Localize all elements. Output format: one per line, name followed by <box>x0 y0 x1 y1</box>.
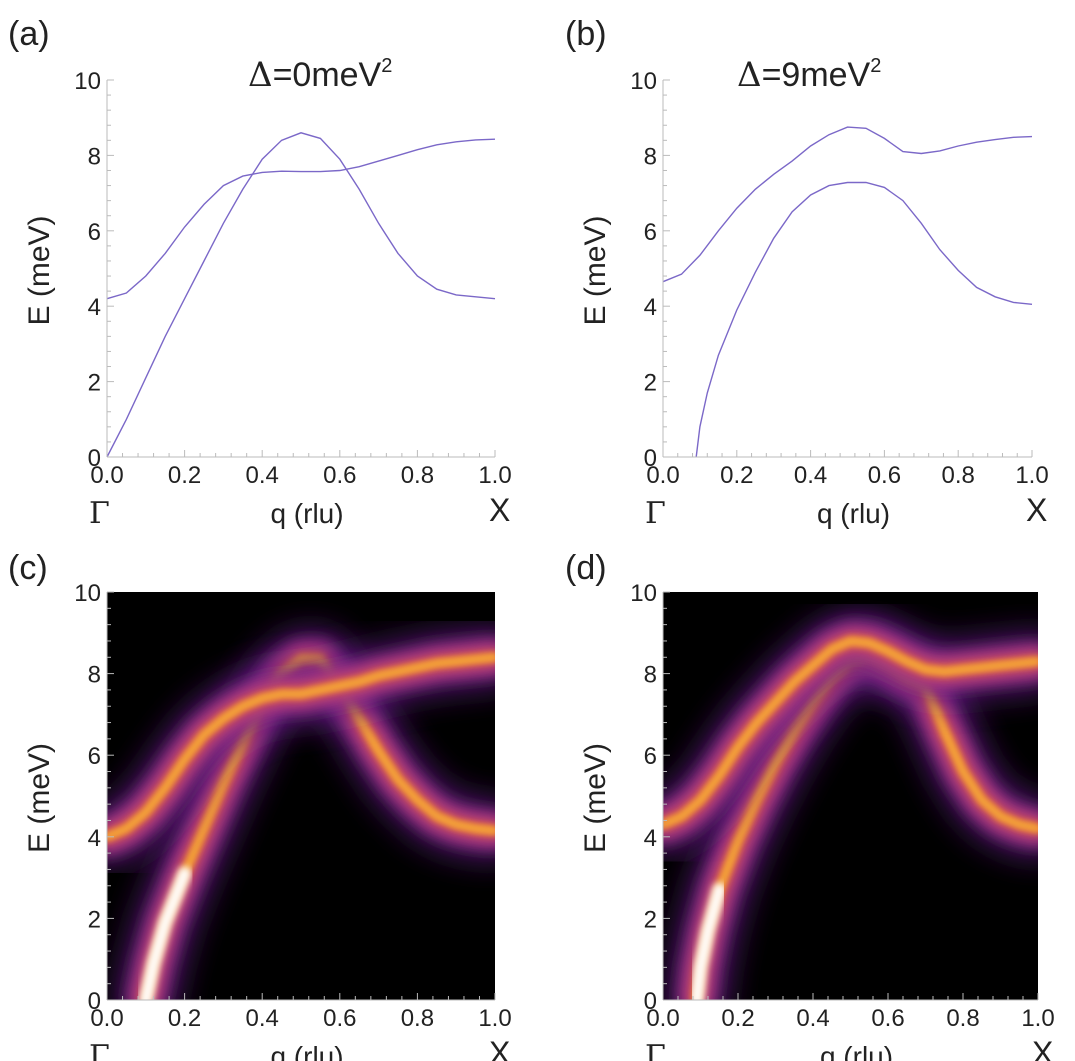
x-tick-label: 0.4 <box>794 462 827 489</box>
x-tick-label: 0.4 <box>246 1005 279 1032</box>
x-tick-label: 0.2 <box>721 1005 754 1032</box>
x-tick-label: 1.0 <box>1021 1005 1054 1032</box>
panel-d: (d) 0.0 0.2 0.4 0.6 0.8 1.0 0 2 4 6 8 10 q (rlu) E (me… <box>565 549 1055 1061</box>
panel-label: (d) <box>565 549 607 587</box>
x-tick-label: 0.0 <box>646 462 679 489</box>
y-tick-label: 4 <box>644 294 657 321</box>
band-hotspot <box>138 866 192 1000</box>
x-tick-label: 0.2 <box>168 1005 201 1032</box>
heatmap <box>107 592 495 1000</box>
x-tick-label: 0.8 <box>942 462 975 489</box>
band-hotspot <box>689 882 727 1000</box>
x-tick-label: 0.6 <box>323 1005 356 1032</box>
x-tick-label: 0.0 <box>90 462 123 489</box>
panel-a: (a) Δ=0meV2 0.0 0.2 0.4 0.6 0.8 1.0 0 2 4 6 8 10 q (rl… <box>8 15 512 531</box>
y-tick-label: 8 <box>644 662 657 689</box>
x-tick-label: 0.6 <box>871 1005 904 1032</box>
gamma-point-label: Γ <box>645 1039 666 1061</box>
x-tick-label: 0.2 <box>720 462 753 489</box>
x-tick-label: 0.0 <box>90 1005 123 1032</box>
x-tick-label: 0.6 <box>323 462 356 489</box>
chart-title: Δ=0meV2 <box>248 55 392 95</box>
heatmap <box>663 592 1038 1000</box>
y-tick-label: 2 <box>644 370 657 397</box>
y-tick-label: 10 <box>630 68 657 95</box>
y-tick-label: 0 <box>644 988 657 1015</box>
x-point-label: X <box>489 1035 510 1061</box>
y-tick-label: 6 <box>644 219 657 246</box>
panel-label: (a) <box>8 15 50 53</box>
x-point-label: X <box>1032 1035 1053 1061</box>
x-tick-label: 0.6 <box>868 462 901 489</box>
x-tick-label: 0.0 <box>646 1005 679 1032</box>
x-point-label: X <box>1026 492 1047 528</box>
x-tick-label: 0.8 <box>401 1005 434 1032</box>
gamma-point-label: Γ <box>89 496 110 531</box>
y-tick-label: 8 <box>88 143 101 170</box>
band-peak-1 <box>663 639 1038 827</box>
y-axis-label: E (meV) <box>579 215 612 325</box>
panel-c: (c) 0.0 0.2 0.4 0.6 0.8 1.0 0 2 4 6 8 10 q (rlu) E (me… <box>8 549 512 1061</box>
x-tick-label: 0.8 <box>946 1005 979 1032</box>
y-tick-label: 2 <box>88 370 101 397</box>
panel-b: (b) Δ=9meV2 0.0 0.2 0.4 0.6 0.8 1.0 0 2 4 6 8 10 q (rl… <box>565 15 1049 531</box>
series-line-1 <box>662 126 1033 283</box>
y-tick-label: 4 <box>88 825 101 852</box>
x-axis-label: q (rlu) <box>270 498 343 529</box>
y-axis-label: E (meV) <box>23 215 56 325</box>
x-tick-label: 0.8 <box>401 462 434 489</box>
y-tick-label: 4 <box>88 294 101 321</box>
x-tick-label: 1.0 <box>478 462 511 489</box>
x-point-label: X <box>489 492 510 528</box>
panel-label: (c) <box>8 549 48 587</box>
gamma-point-label: Γ <box>645 496 666 531</box>
y-tick-label: 6 <box>88 743 101 770</box>
y-tick-label: 6 <box>88 219 101 246</box>
x-tick-label: 0.4 <box>246 462 279 489</box>
y-tick-label: 2 <box>88 906 101 933</box>
y-axis-label: E (meV) <box>579 743 612 853</box>
y-tick-label: 8 <box>644 143 657 170</box>
y-tick-label: 0 <box>88 445 101 472</box>
y-tick-label: 10 <box>630 580 657 607</box>
chart-title: Δ=9meV2 <box>737 55 881 95</box>
series-line-0 <box>106 132 496 458</box>
y-tick-label: 6 <box>644 743 657 770</box>
x-tick-label: 1.0 <box>1015 462 1048 489</box>
x-axis-label: q (rlu) <box>820 1041 893 1061</box>
x-axis-label: q (rlu) <box>270 1041 343 1061</box>
y-tick-label: 2 <box>644 906 657 933</box>
x-tick-label: 0.4 <box>796 1005 829 1032</box>
y-tick-label: 4 <box>644 825 657 852</box>
gamma-point-label: Γ <box>89 1039 110 1061</box>
y-tick-label: 10 <box>74 68 101 95</box>
x-tick-label: 1.0 <box>478 1005 511 1032</box>
series-line-0 <box>695 181 1033 458</box>
series-line-1 <box>106 138 496 300</box>
y-tick-label: 8 <box>88 662 101 689</box>
y-tick-label: 10 <box>74 580 101 607</box>
y-axis-label: E (meV) <box>23 743 56 853</box>
panel-label: (b) <box>565 15 607 53</box>
y-tick-label: 0 <box>88 988 101 1015</box>
band-peak-0 <box>143 657 495 1000</box>
band-peak-1 <box>107 655 495 839</box>
x-tick-label: 0.2 <box>168 462 201 489</box>
y-tick-label: 0 <box>644 445 657 472</box>
x-axis-label: q (rlu) <box>817 498 890 529</box>
